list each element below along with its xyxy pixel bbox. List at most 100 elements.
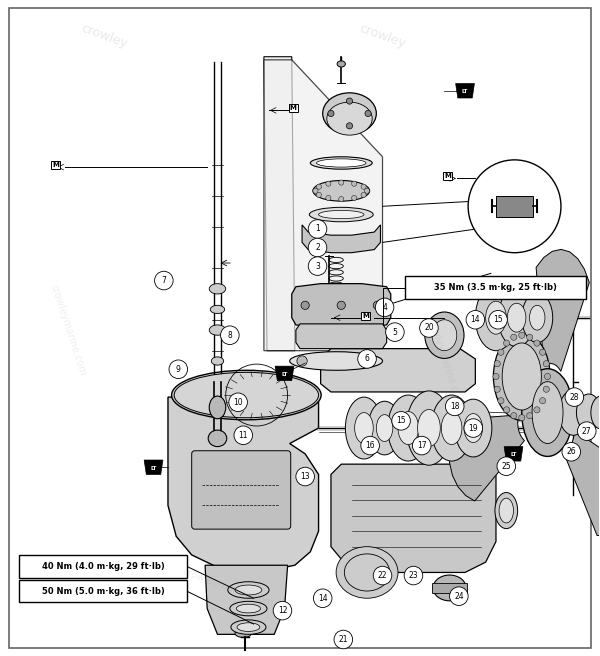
Circle shape bbox=[497, 457, 515, 476]
Circle shape bbox=[466, 310, 485, 329]
Ellipse shape bbox=[433, 575, 466, 601]
Circle shape bbox=[518, 415, 525, 421]
Polygon shape bbox=[432, 583, 467, 593]
Ellipse shape bbox=[319, 211, 364, 218]
Text: 50 Nm (5.0 m·kg, 36 ft·lb): 50 Nm (5.0 m·kg, 36 ft·lb) bbox=[41, 586, 164, 596]
Ellipse shape bbox=[425, 312, 464, 358]
Circle shape bbox=[511, 334, 517, 340]
Ellipse shape bbox=[522, 369, 574, 457]
Bar bbox=[405, 276, 586, 299]
Ellipse shape bbox=[310, 157, 372, 169]
Polygon shape bbox=[144, 460, 163, 474]
Circle shape bbox=[346, 123, 353, 129]
Ellipse shape bbox=[559, 390, 588, 436]
Text: M: M bbox=[445, 173, 451, 180]
Ellipse shape bbox=[388, 395, 429, 461]
Text: crowley: crowley bbox=[358, 22, 407, 51]
Ellipse shape bbox=[432, 319, 457, 351]
Circle shape bbox=[392, 411, 410, 430]
Ellipse shape bbox=[209, 283, 226, 294]
Ellipse shape bbox=[327, 102, 372, 135]
Ellipse shape bbox=[211, 357, 224, 365]
Circle shape bbox=[308, 238, 327, 257]
Circle shape bbox=[229, 393, 247, 411]
Polygon shape bbox=[205, 565, 287, 634]
Circle shape bbox=[338, 180, 344, 185]
Circle shape bbox=[539, 398, 546, 404]
Ellipse shape bbox=[376, 415, 393, 441]
Text: 12: 12 bbox=[278, 606, 287, 615]
Text: LT: LT bbox=[281, 372, 288, 377]
Ellipse shape bbox=[174, 373, 319, 418]
Circle shape bbox=[365, 356, 375, 366]
Circle shape bbox=[577, 422, 596, 440]
Circle shape bbox=[373, 301, 382, 310]
Circle shape bbox=[234, 426, 253, 445]
Text: 35 Nm (3.5 m·kg, 25 ft·lb): 35 Nm (3.5 m·kg, 25 ft·lb) bbox=[434, 283, 557, 293]
Ellipse shape bbox=[313, 180, 370, 201]
Ellipse shape bbox=[455, 399, 492, 457]
Circle shape bbox=[297, 356, 307, 366]
Ellipse shape bbox=[406, 391, 452, 465]
Circle shape bbox=[308, 220, 327, 238]
Text: LT: LT bbox=[151, 466, 157, 471]
Text: crowleymarine.com: crowleymarine.com bbox=[49, 283, 88, 377]
Circle shape bbox=[539, 349, 546, 356]
Text: 25: 25 bbox=[502, 462, 511, 471]
Circle shape bbox=[498, 349, 504, 356]
Text: 21: 21 bbox=[338, 635, 348, 644]
Polygon shape bbox=[504, 447, 523, 461]
Ellipse shape bbox=[475, 285, 517, 351]
Polygon shape bbox=[275, 366, 294, 380]
Text: 16: 16 bbox=[365, 441, 375, 450]
Polygon shape bbox=[563, 430, 600, 535]
Ellipse shape bbox=[290, 352, 383, 370]
Ellipse shape bbox=[172, 370, 321, 420]
Text: 7: 7 bbox=[161, 276, 166, 285]
Circle shape bbox=[221, 326, 239, 344]
Polygon shape bbox=[264, 56, 295, 351]
Ellipse shape bbox=[532, 382, 563, 443]
Text: 14: 14 bbox=[470, 316, 480, 324]
Ellipse shape bbox=[235, 629, 251, 638]
Circle shape bbox=[534, 340, 540, 346]
Bar bbox=[496, 196, 533, 216]
Circle shape bbox=[361, 184, 366, 190]
Polygon shape bbox=[302, 225, 380, 253]
Ellipse shape bbox=[368, 401, 401, 455]
Ellipse shape bbox=[498, 289, 535, 346]
Text: 6: 6 bbox=[365, 354, 370, 363]
Ellipse shape bbox=[346, 556, 388, 589]
Ellipse shape bbox=[508, 303, 526, 332]
Circle shape bbox=[493, 373, 499, 380]
Circle shape bbox=[503, 340, 509, 346]
Text: 1: 1 bbox=[315, 224, 320, 234]
Ellipse shape bbox=[493, 333, 550, 420]
Text: 11: 11 bbox=[239, 431, 248, 440]
Ellipse shape bbox=[237, 623, 260, 632]
Ellipse shape bbox=[418, 409, 440, 447]
Text: 4: 4 bbox=[382, 303, 387, 312]
Text: LT: LT bbox=[511, 453, 517, 457]
Ellipse shape bbox=[577, 394, 600, 431]
FancyBboxPatch shape bbox=[191, 451, 291, 529]
Circle shape bbox=[337, 301, 346, 310]
Circle shape bbox=[489, 310, 508, 329]
Circle shape bbox=[412, 436, 431, 455]
Ellipse shape bbox=[236, 604, 260, 613]
Ellipse shape bbox=[346, 397, 383, 459]
Circle shape bbox=[534, 407, 540, 413]
Circle shape bbox=[352, 181, 357, 186]
Ellipse shape bbox=[464, 414, 482, 443]
Ellipse shape bbox=[317, 159, 366, 167]
Text: 28: 28 bbox=[569, 392, 579, 401]
Text: 24: 24 bbox=[454, 592, 464, 601]
Circle shape bbox=[527, 334, 533, 340]
Ellipse shape bbox=[485, 301, 506, 334]
Text: 5: 5 bbox=[392, 327, 397, 337]
Ellipse shape bbox=[230, 602, 267, 616]
Bar bbox=[19, 555, 187, 578]
Circle shape bbox=[503, 407, 509, 413]
Circle shape bbox=[511, 413, 517, 419]
Circle shape bbox=[361, 192, 366, 197]
